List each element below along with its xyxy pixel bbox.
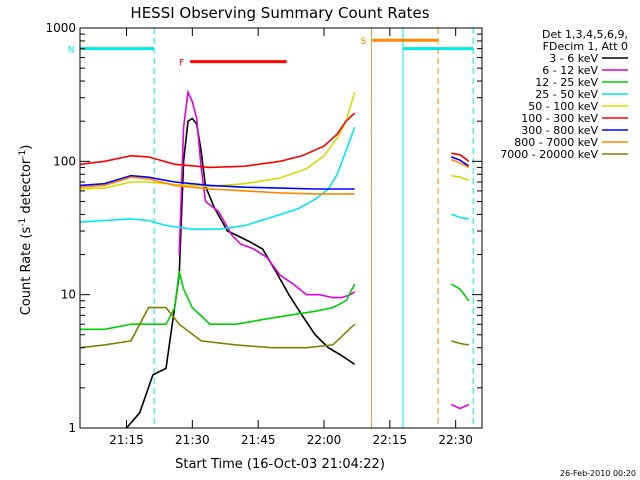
x-tick-label-0: 21:15 [109, 433, 144, 447]
chart-title: HESSI Observing Summary Count Rates [130, 4, 429, 22]
legend-label-8: 7000 - 20000 keV [500, 148, 598, 161]
x-tick-label-3: 22:00 [307, 433, 342, 447]
x-tick-label-2: 21:45 [241, 433, 276, 447]
axes: 21:15 21:30 21:45 22:00 22:15 22:30 1 10 100 1000 [45, 21, 483, 447]
x-axis-label: Start Time (16-Oct-03 21:04:22) [175, 457, 385, 472]
series-line-2 [80, 271, 356, 331]
x-tick-label-1: 21:30 [175, 433, 210, 447]
late-series-line-6 [451, 340, 469, 346]
legend-label-2: 12 - 25 keV [535, 76, 598, 89]
legend-label-7: 800 - 7000 keV [514, 136, 598, 149]
legend-label-1: 6 - 12 keV [542, 64, 598, 77]
late-series-line-1 [451, 156, 470, 167]
late-series-line-4 [451, 213, 469, 220]
legend-label-5: 100 - 300 keV [521, 112, 598, 125]
legend-header-line-1: FDecim 1, Att 0 [543, 40, 628, 53]
y-axis-label: Count Rate (s-1 detector-1) [18, 145, 34, 316]
y-tick-label-1: 10 [61, 288, 76, 302]
y-tick-label-0: 1 [68, 421, 76, 435]
legend-label-6: 300 - 800 keV [521, 124, 598, 137]
series-line-3 [80, 127, 356, 230]
legend-header-line-0: Det 1,3,4,5,6,9, [542, 28, 628, 41]
late-series-line-5 [450, 283, 470, 302]
series-line-4 [80, 91, 356, 190]
legend-label-4: 50 - 100 keV [528, 100, 598, 113]
x-tick-label-4: 22:15 [373, 433, 408, 447]
plot-area: N F S [68, 28, 474, 429]
legend-header: Det 1,3,4,5,6,9,FDecim 1, Att 0 [542, 28, 628, 53]
late-series-line-0 [451, 152, 470, 162]
late-series-line-2 [451, 158, 470, 169]
late-series-line-7 [450, 403, 470, 410]
series-line-1 [178, 89, 356, 299]
series-line-5 [80, 112, 356, 169]
plot-frame [79, 27, 483, 429]
y-tick-label-3: 1000 [45, 21, 76, 35]
y-tick-label-2: 100 [53, 154, 76, 168]
flag-label-0: N [68, 46, 75, 56]
late-series-line-3 [451, 174, 470, 182]
series-line-8 [80, 306, 356, 349]
legend-label-3: 25 - 50 keV [535, 88, 598, 101]
legend-label-0: 3 - 6 keV [549, 52, 598, 65]
footer-timestamp: 26-Feb-2010 00:20 [560, 469, 636, 478]
x-tick-label-5: 22:30 [438, 433, 473, 447]
flag-label-2: S [361, 37, 367, 47]
series-line-6 [80, 174, 355, 190]
series-line-7 [80, 176, 355, 195]
series-line-0 [125, 117, 356, 429]
flag-label-1: F [179, 59, 184, 69]
